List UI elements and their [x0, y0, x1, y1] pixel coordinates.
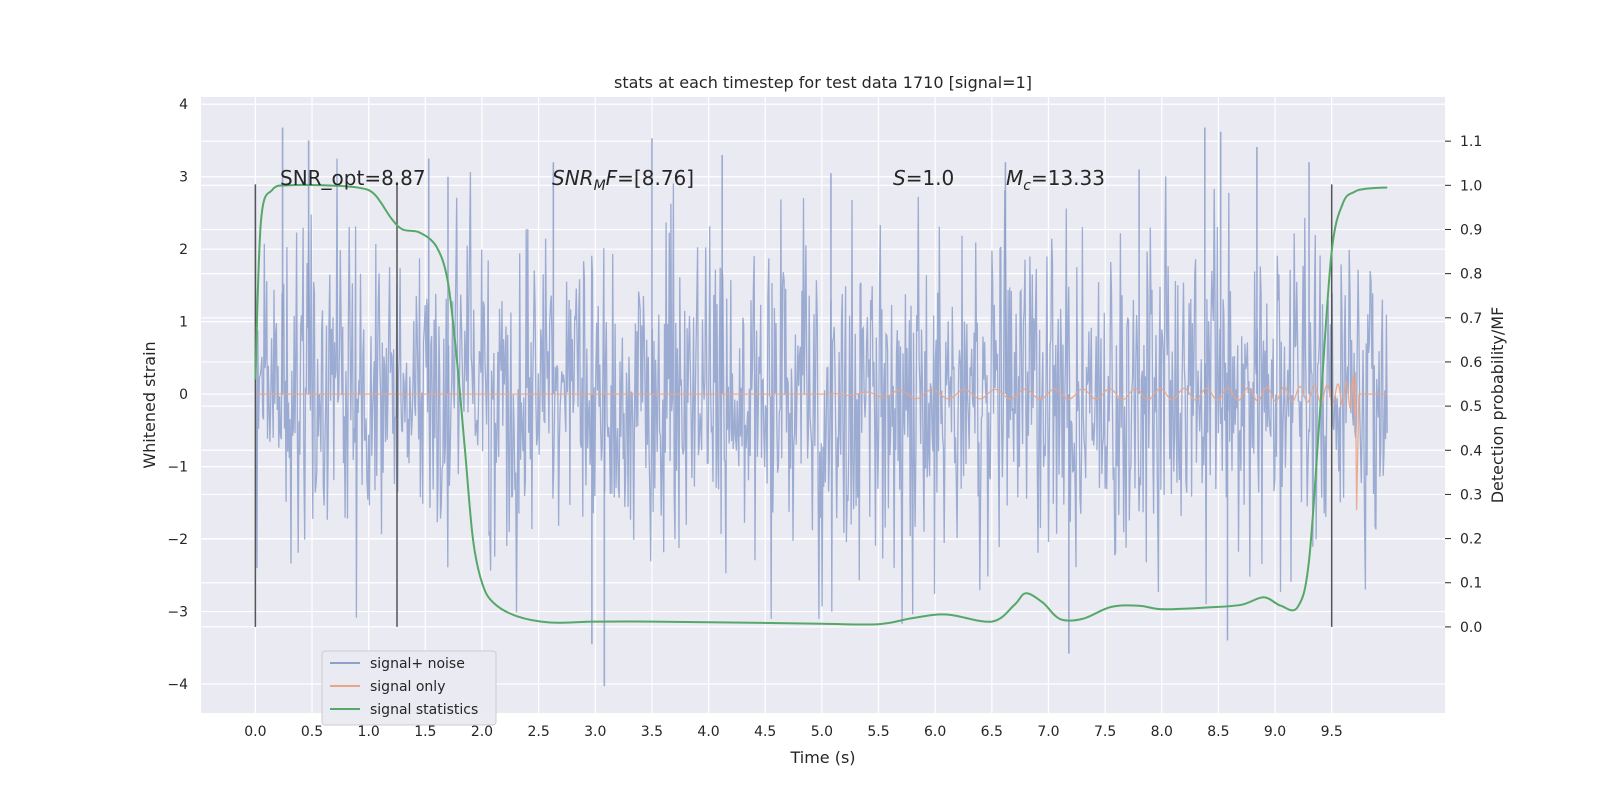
y-left-tick-label-8: 4: [179, 97, 188, 113]
ticks: 0.0 0.5 1.0 1.5 2.0 2.5 3.0 3.5 4.0 4.5 5.0 5.5 6.0 6…: [167, 97, 1482, 740]
y-left-tick-label-0: −4: [167, 677, 188, 693]
y-axis-label-right: Detection probability/MF: [1488, 307, 1507, 504]
y-right-tick-label-7: 0.7: [1460, 311, 1482, 327]
signal-only-line: [255, 372, 1388, 511]
y-left-tick-label-2: −2: [167, 532, 188, 548]
x-tick-label-8: 4.0: [697, 724, 719, 740]
y-left-tick-label-1: −3: [167, 605, 188, 621]
legend: signal+ noise signal only signal statist…: [321, 650, 497, 726]
y-right-tick-label-6: 0.6: [1460, 355, 1482, 371]
x-tick-label-12: 6.0: [924, 724, 946, 740]
x-tick-label-15: 7.5: [1094, 724, 1116, 740]
y-right-tick-label-1: 0.1: [1460, 576, 1482, 592]
y-right-tick-label-11: 1.1: [1460, 134, 1482, 150]
y-left-tick-label-3: −1: [167, 460, 188, 476]
legend-label-signal: signal only: [370, 679, 445, 695]
chart-title: stats at each timestep for test data 171…: [614, 73, 1032, 92]
y-left-tick-label-6: 2: [179, 242, 188, 258]
series-signal-noise: [254, 127, 1388, 687]
y-right-tick-label-5: 0.5: [1460, 399, 1482, 415]
annotation-mc: Mc=13.33: [1006, 166, 1105, 194]
x-tick-label-7: 3.5: [641, 724, 663, 740]
legend-label-noise: signal+ noise: [370, 656, 465, 672]
series-signal-statistics: [254, 183, 1388, 626]
x-tick-label-13: 6.5: [981, 724, 1003, 740]
x-tick-label-11: 5.5: [867, 724, 889, 740]
x-tick-label-1: 0.5: [301, 724, 323, 740]
x-axis-label: Time (s): [789, 748, 855, 767]
annotation-s: S=1.0: [893, 166, 954, 190]
y-left-tick-label-5: 1: [179, 315, 188, 331]
legend-box: [321, 650, 497, 726]
x-tick-label-0: 0.0: [244, 724, 266, 740]
y-right-tick-label-9: 0.9: [1460, 222, 1482, 238]
y-right-tick-label-0: 0.0: [1460, 620, 1482, 636]
legend-label-stat: signal statistics: [370, 702, 478, 718]
x-tick-label-2: 1.0: [358, 724, 380, 740]
x-tick-label-19: 9.5: [1321, 724, 1343, 740]
x-tick-label-16: 8.0: [1151, 724, 1173, 740]
y-right-tick-label-8: 0.8: [1460, 267, 1482, 283]
y-axis-label-left: Whitened strain: [140, 341, 159, 468]
y-right-tick-label-2: 0.2: [1460, 532, 1482, 548]
x-tick-label-4: 2.0: [471, 724, 493, 740]
y-right-tick-label-4: 0.4: [1460, 443, 1482, 459]
annotation-snr-opt: SNR_opt=8.87: [280, 166, 426, 190]
signal-noise-line: [254, 158, 1388, 624]
y-right-tick-label-3: 0.3: [1460, 487, 1482, 503]
y-right-tick-label-10: 1.0: [1460, 178, 1482, 194]
x-tick-label-10: 5.0: [811, 724, 833, 740]
x-tick-label-18: 9.0: [1264, 724, 1286, 740]
x-tick-label-3: 1.5: [414, 724, 436, 740]
signal-statistics-line: [254, 183, 1388, 626]
y-left-tick-label-7: 3: [179, 170, 188, 186]
series-signal-only: [255, 372, 1388, 511]
x-tick-label-6: 3.0: [584, 724, 606, 740]
y-left-tick-label-4: 0: [179, 387, 188, 403]
annotation-snr-mf: SNRMF=[8.76]: [552, 166, 694, 194]
x-tick-label-17: 8.5: [1207, 724, 1229, 740]
x-tick-label-5: 2.5: [527, 724, 549, 740]
x-tick-label-14: 7.0: [1037, 724, 1059, 740]
x-tick-label-9: 4.5: [754, 724, 776, 740]
